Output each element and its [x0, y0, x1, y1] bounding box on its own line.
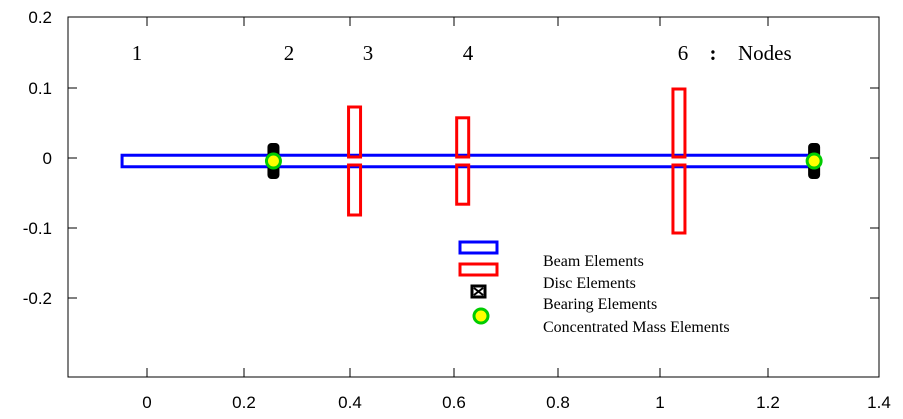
- concentrated-mass-element: [264, 152, 282, 170]
- node-label: 3: [363, 41, 374, 65]
- y-tick-label: -0.1: [23, 219, 52, 238]
- plot-frame: [67, 16, 880, 378]
- x-axis: 0 0.2 0.4 0.6 0.8 1 1.2 1.4: [142, 17, 891, 412]
- legend-bearing-swatch: [470, 284, 487, 299]
- concentrated-mass-element: [805, 152, 823, 170]
- y-axis: 0.2 0.1 0 -0.1 -0.2: [23, 8, 879, 308]
- disc-element: [455, 163, 471, 206]
- disc-element: [671, 87, 687, 159]
- x-tick-label: 1.2: [756, 393, 780, 412]
- x-tick-label: 0.4: [338, 393, 362, 412]
- node-label: 1: [132, 41, 143, 65]
- nodes-colon: :: [710, 41, 717, 65]
- y-tick-label: 0: [43, 149, 52, 168]
- legend: Beam Elements Disc Elements Bearing Elem…: [458, 240, 730, 336]
- x-tick-label: 1: [655, 393, 664, 412]
- nodes-label: Nodes: [738, 41, 792, 65]
- disc-element: [347, 163, 363, 217]
- legend-disc-swatch: [458, 262, 499, 277]
- x-tick-label: 0.2: [232, 393, 256, 412]
- x-tick-label: 0: [142, 393, 151, 412]
- x-tick-label: 1.4: [867, 393, 891, 412]
- y-tick-label: 0.2: [28, 8, 52, 27]
- legend-mass-swatch: [472, 307, 490, 325]
- x-tick-label: 0.8: [546, 393, 570, 412]
- node-label: 2: [284, 41, 295, 65]
- legend-disc-label: Disc Elements: [543, 275, 636, 292]
- node-label: 4: [463, 41, 474, 65]
- legend-beam-swatch: [458, 240, 499, 255]
- disc-element: [455, 116, 471, 159]
- legend-mass-label: Concentrated Mass Elements: [543, 319, 730, 336]
- legend-beam-label: Beam Elements: [543, 253, 644, 270]
- x-tick-label: 0.6: [442, 393, 466, 412]
- rotor-model: [120, 87, 823, 235]
- bearing-box: [470, 284, 487, 299]
- disc-element: [671, 163, 687, 235]
- disc-element: [347, 105, 363, 159]
- node-label: 6: [678, 41, 689, 65]
- y-tick-label: -0.2: [23, 289, 52, 308]
- y-tick-label: 0.1: [28, 79, 52, 98]
- bearing-cross: [473, 287, 484, 296]
- legend-bearing-label: Bearing Elements: [543, 296, 657, 313]
- node-labels: 1 2 3 4 6 : Nodes: [132, 41, 792, 65]
